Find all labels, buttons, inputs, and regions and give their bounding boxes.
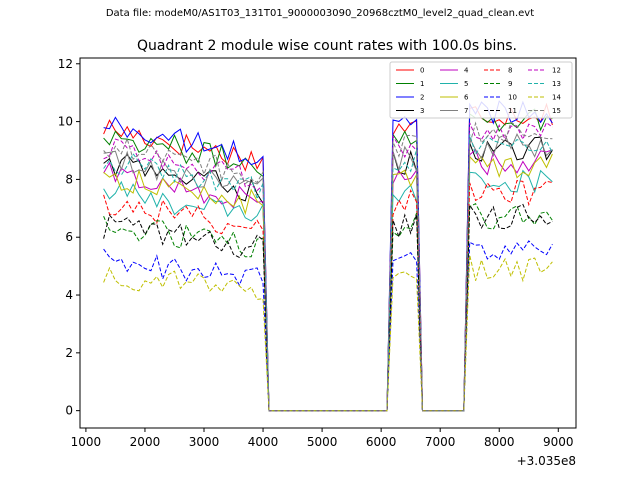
- legend-label-1: 1: [420, 80, 424, 88]
- series-line-6: [103, 153, 553, 412]
- legend-box: [389, 61, 573, 119]
- series-line-15: [103, 121, 553, 412]
- series-line-7: [103, 133, 553, 412]
- series-line-13: [103, 134, 553, 412]
- series-line-10: [103, 240, 553, 412]
- legend-label-5: 5: [464, 80, 468, 88]
- y-tick-label-8: 8: [65, 172, 73, 186]
- x-tick-label-2000: 2000: [130, 435, 161, 449]
- x-tick-label-5000: 5000: [307, 435, 338, 449]
- chart-title: Quadrant 2 module wise count rates with …: [137, 38, 517, 54]
- series-layer: [103, 100, 553, 412]
- x-tick-label-9000: 9000: [543, 435, 574, 449]
- x-tick-label-4000: 4000: [248, 435, 279, 449]
- legend-label-0: 0: [420, 67, 424, 75]
- series-line-8: [103, 180, 553, 412]
- y-tick-label-0: 0: [65, 404, 73, 418]
- legend-label-8: 8: [508, 67, 512, 75]
- x-tick-label-6000: 6000: [366, 435, 397, 449]
- legend-label-7: 7: [464, 107, 468, 115]
- legend-label-13: 13: [552, 80, 561, 88]
- figure-supertitle: Data file: modeM0/AS1T03_131T01_90000030…: [105, 8, 535, 19]
- x-tick-label-1000: 1000: [71, 435, 102, 449]
- series-line-11: [103, 203, 553, 412]
- axes-frame: [79, 57, 577, 429]
- y-tick-label-12: 12: [58, 57, 73, 71]
- x-tick-label-8000: 8000: [484, 435, 515, 449]
- x-offset-label: +3.035e8: [517, 454, 576, 468]
- y-tick-label-10: 10: [58, 115, 73, 129]
- legend-label-12: 12: [552, 67, 561, 75]
- series-line-1: [103, 108, 553, 412]
- legend-label-4: 4: [464, 67, 469, 75]
- series-line-12: [103, 121, 553, 412]
- series-line-3: [103, 136, 553, 412]
- legend-label-9: 9: [508, 80, 512, 88]
- y-tick-label-6: 6: [65, 230, 73, 244]
- ticks-layer: 1000 2000 3000 4000 5000 6000 7000 8000 9000 0 2 4 6…: [58, 57, 574, 449]
- legend-label-3: 3: [420, 107, 424, 115]
- legend-label-2: 2: [420, 94, 424, 102]
- legend-label-10: 10: [508, 94, 517, 102]
- y-tick-label-4: 4: [65, 288, 73, 302]
- legend-label-14: 14: [552, 94, 561, 102]
- series-line-5: [103, 169, 553, 412]
- legend-label-11: 11: [508, 107, 517, 115]
- legend-label-6: 6: [464, 94, 469, 102]
- series-line-9: [103, 203, 553, 412]
- y-tick-label-2: 2: [65, 346, 73, 360]
- series-line-14: [103, 255, 553, 412]
- series-line-4: [103, 148, 553, 412]
- x-tick-label-3000: 3000: [189, 435, 220, 449]
- x-tick-label-7000: 7000: [425, 435, 456, 449]
- legend-label-15: 15: [552, 107, 561, 115]
